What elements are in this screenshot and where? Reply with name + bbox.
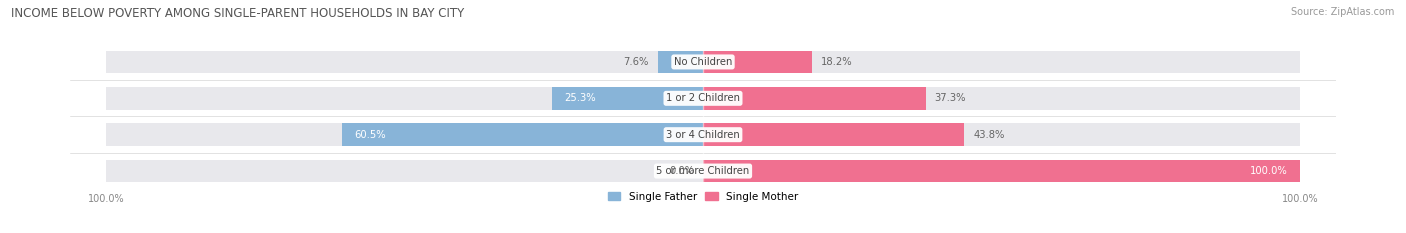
Text: 43.8%: 43.8% — [973, 130, 1005, 140]
Bar — [703, 87, 925, 110]
Text: 100.0%: 100.0% — [1250, 166, 1288, 176]
Text: 5 or more Children: 5 or more Children — [657, 166, 749, 176]
Bar — [105, 51, 1301, 73]
Legend: Single Father, Single Mother: Single Father, Single Mother — [606, 190, 800, 204]
Bar — [105, 123, 1301, 146]
Bar — [703, 51, 811, 73]
Bar — [105, 87, 1301, 110]
Bar — [658, 51, 703, 73]
Text: 7.6%: 7.6% — [623, 57, 648, 67]
Text: 1 or 2 Children: 1 or 2 Children — [666, 93, 740, 103]
Text: Source: ZipAtlas.com: Source: ZipAtlas.com — [1291, 7, 1395, 17]
Text: 18.2%: 18.2% — [821, 57, 852, 67]
Bar — [553, 87, 703, 110]
Text: INCOME BELOW POVERTY AMONG SINGLE-PARENT HOUSEHOLDS IN BAY CITY: INCOME BELOW POVERTY AMONG SINGLE-PARENT… — [11, 7, 464, 20]
Text: No Children: No Children — [673, 57, 733, 67]
Bar — [703, 123, 965, 146]
Bar — [342, 123, 703, 146]
Text: 37.3%: 37.3% — [935, 93, 966, 103]
Text: 25.3%: 25.3% — [564, 93, 596, 103]
Text: 3 or 4 Children: 3 or 4 Children — [666, 130, 740, 140]
Bar — [105, 160, 1301, 182]
Text: 0.0%: 0.0% — [669, 166, 695, 176]
Text: 60.5%: 60.5% — [354, 130, 385, 140]
Bar — [703, 160, 1301, 182]
